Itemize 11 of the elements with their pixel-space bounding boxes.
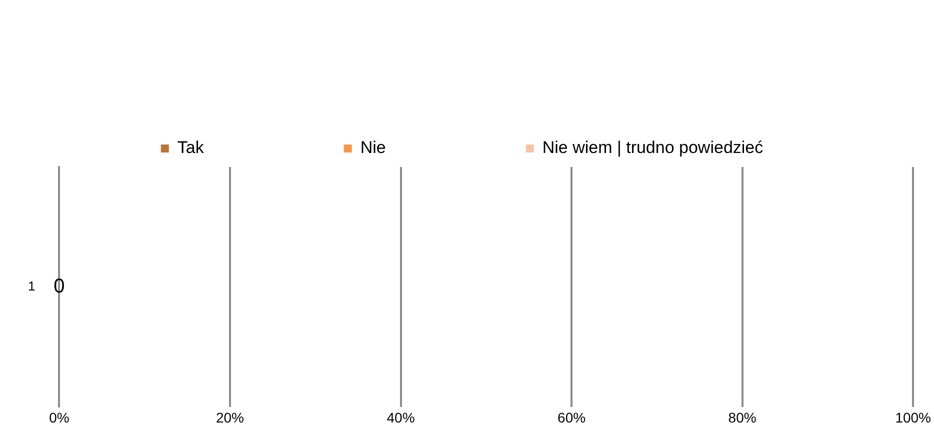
x-tick-label: 60% bbox=[558, 409, 586, 426]
x-tick-label: 40% bbox=[386, 409, 415, 426]
legend-label: Nie bbox=[360, 138, 386, 158]
x-tick-label: 0% bbox=[49, 409, 70, 426]
data-label: 0 bbox=[54, 276, 65, 298]
y-tick-label: 1 bbox=[28, 278, 36, 294]
x-tick-label: 20% bbox=[216, 409, 244, 426]
legend-label: Tak bbox=[177, 138, 204, 158]
legend-label: Nie wiem | trudno powiedzieć bbox=[542, 138, 764, 158]
x-tick-label: 100% bbox=[895, 409, 932, 426]
x-tick-label: 80% bbox=[728, 409, 756, 426]
